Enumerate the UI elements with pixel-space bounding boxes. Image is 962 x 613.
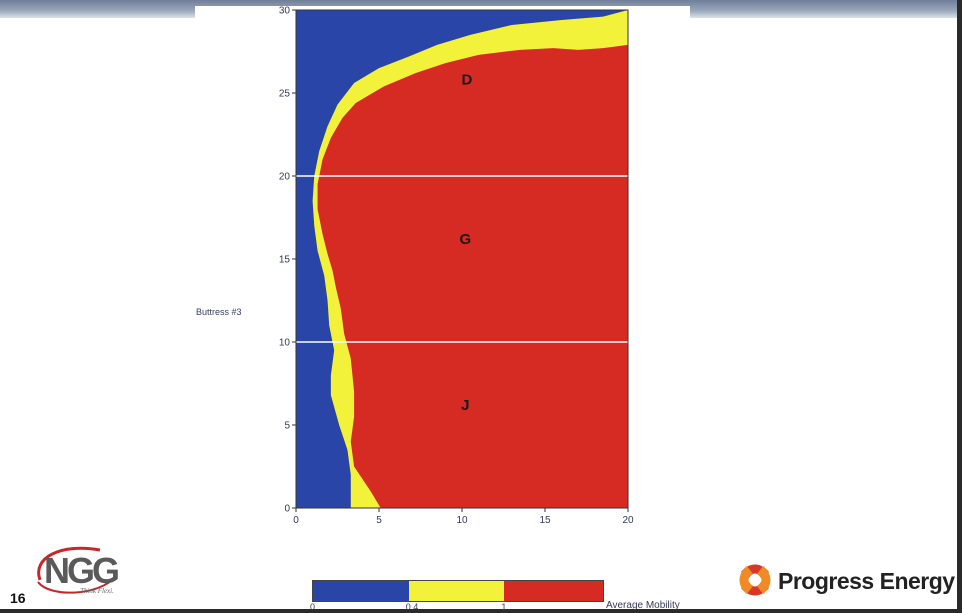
- y-tick-label-5: 5: [284, 421, 290, 432]
- plot-area: [296, 10, 628, 509]
- region-label-g: G: [459, 231, 471, 248]
- region-labels: D G J: [459, 72, 472, 414]
- legend-label-2: 1: [501, 602, 507, 612]
- y-tick-label-10: 10: [279, 338, 291, 349]
- legend-title: Average Mobility: [606, 600, 680, 611]
- ngg-tagline: Think Flexi.: [80, 587, 114, 595]
- ngg-logo: NGG Think Flexi.: [30, 538, 125, 603]
- legend-segment-2: [504, 581, 603, 601]
- region-high-mobility: [317, 44, 628, 509]
- x-tick-label-15: 15: [539, 515, 551, 526]
- y-tick-label-0: 0: [284, 504, 290, 515]
- y-tick-label-15: 15: [279, 255, 291, 266]
- axes: 0 5 10 15 20 25 30 0 5 10 15 20: [279, 6, 634, 527]
- progress-energy-icon: [735, 560, 775, 605]
- frame-right: [957, 0, 962, 613]
- y-tick-label-30: 30: [279, 6, 291, 17]
- ngg-logo-text: NGG: [44, 550, 118, 591]
- legend-label-1: 0.4: [405, 602, 419, 612]
- legend-segment-1: [408, 581, 505, 601]
- x-tick-label-0: 0: [293, 515, 299, 526]
- x-tick-label-5: 5: [376, 515, 382, 526]
- x-tick-label-20: 20: [622, 515, 634, 526]
- frame-bottom: [0, 609, 962, 613]
- legend-segment-0: [313, 581, 409, 601]
- region-label-d: D: [462, 72, 473, 89]
- legend-label-0: 0: [310, 602, 316, 612]
- x-tick-label-10: 10: [456, 515, 468, 526]
- y-tick-label-20: 20: [279, 172, 291, 183]
- progress-energy-text: Progress Energy: [778, 568, 955, 594]
- page-number: 16: [10, 590, 26, 606]
- legend-colorbar: [312, 580, 604, 602]
- region-label-j: J: [461, 397, 469, 414]
- ngg-logo-icon: NGG Think Flexi.: [37, 546, 121, 595]
- side-label: Buttress #3: [196, 307, 242, 317]
- y-tick-label-25: 25: [279, 89, 291, 100]
